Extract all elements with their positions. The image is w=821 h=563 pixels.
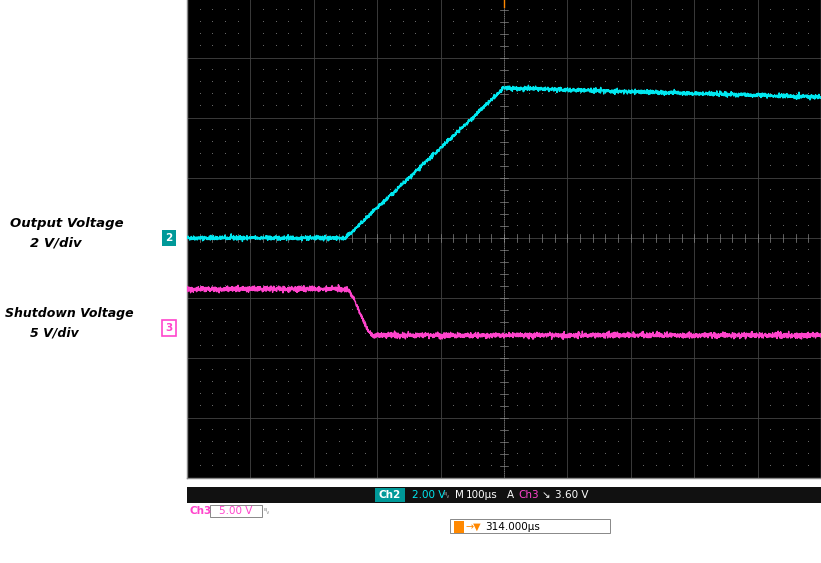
Text: 5 V/div: 5 V/div	[30, 327, 79, 339]
Bar	[187, 487, 821, 503]
Text: Output Voltage: Output Voltage	[10, 217, 124, 230]
Text: 3: 3	[166, 323, 173, 333]
Text: ↘: ↘	[542, 490, 551, 500]
Text: →▼: →▼	[465, 522, 480, 532]
Text: 314.000µs: 314.000µs	[485, 522, 540, 532]
Text: 2.00 V: 2.00 V	[412, 490, 445, 500]
Text: Ch2: Ch2	[378, 490, 401, 500]
Text: Ch3: Ch3	[190, 506, 213, 516]
Text: 2: 2	[166, 233, 173, 243]
Text: Shutdown Voltage: Shutdown Voltage	[5, 306, 134, 319]
Text: ᴮᵥ: ᴮᵥ	[443, 490, 450, 499]
Text: 2 V/div: 2 V/div	[30, 236, 81, 249]
Text: A: A	[507, 490, 514, 500]
Text: 100µs: 100µs	[466, 490, 498, 500]
Text: Ch3: Ch3	[518, 490, 539, 500]
Text: ᴮᵥ: ᴮᵥ	[264, 507, 270, 516]
Bar	[375, 488, 405, 502]
Bar	[450, 519, 610, 533]
Text: T: T	[455, 522, 463, 532]
Text: 5.00 V: 5.00 V	[219, 506, 253, 516]
Text: 3.60 V: 3.60 V	[555, 490, 589, 500]
Bar	[210, 505, 262, 517]
Text: M: M	[455, 490, 464, 500]
